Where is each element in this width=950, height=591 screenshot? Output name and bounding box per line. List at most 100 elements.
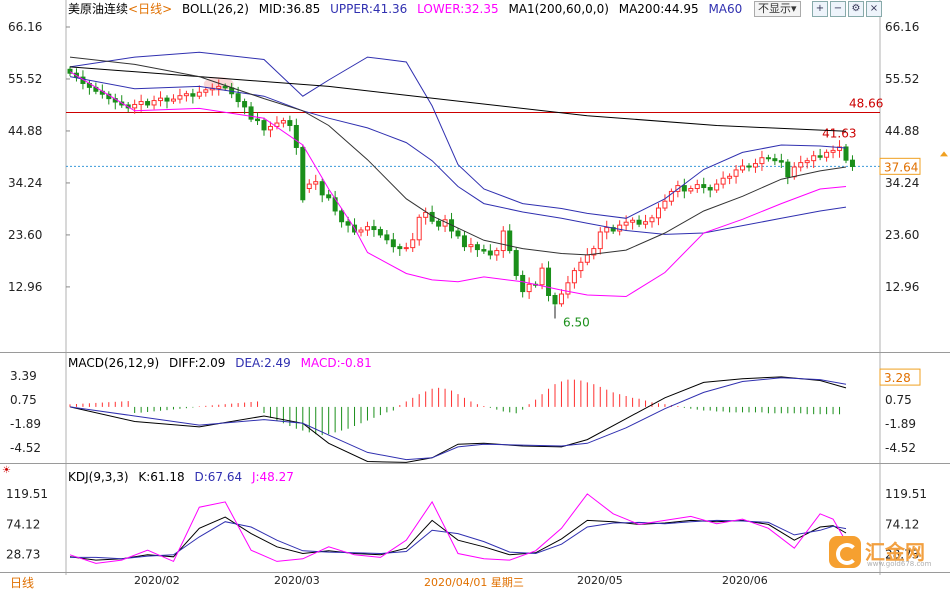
series-ma60-line bbox=[69, 56, 847, 256]
period-tab[interactable]: 日线 bbox=[10, 576, 35, 590]
candle bbox=[662, 200, 668, 209]
candle bbox=[461, 235, 467, 248]
boll-mid-value: MID:36.85 bbox=[258, 2, 321, 16]
candle bbox=[591, 248, 597, 256]
period-label[interactable]: <日线> bbox=[128, 2, 173, 16]
series-lower-line bbox=[69, 71, 847, 298]
candle bbox=[655, 207, 661, 219]
candle bbox=[539, 267, 545, 286]
series-d-line bbox=[70, 519, 847, 560]
candle bbox=[837, 146, 843, 151]
ma-legend-label[interactable]: MA1(200,60,0,0) bbox=[508, 2, 609, 16]
current-price-label: 37.64 bbox=[884, 160, 918, 174]
candle bbox=[164, 97, 170, 102]
y-tick-label-left: 34.24 bbox=[8, 176, 42, 190]
candle bbox=[358, 229, 364, 233]
candle bbox=[520, 274, 526, 293]
date-label-feb: 2020/02 bbox=[134, 574, 180, 587]
kdj-y-tick-label-right: 119.51 bbox=[885, 487, 927, 501]
candle bbox=[455, 230, 461, 237]
candle bbox=[423, 211, 429, 218]
zoom-in-icon[interactable]: + bbox=[812, 1, 828, 17]
kdj-k-value: K:61.18 bbox=[138, 470, 185, 484]
candle bbox=[468, 244, 474, 248]
gold678-logo-icon-inner bbox=[836, 543, 858, 565]
boll-legend-label[interactable]: BOLL(26,2) bbox=[181, 2, 249, 16]
candle bbox=[597, 231, 603, 250]
candle bbox=[630, 219, 636, 223]
macd-y-tick-label-right: 0.75 bbox=[885, 393, 912, 407]
settings-icon[interactable]: ⚙ bbox=[848, 1, 864, 17]
series-upper-line bbox=[69, 51, 847, 219]
main-panel: 66.16 66.16 55.52 55.52 44.88 44.88 34.24 34.24… bbox=[8, 20, 948, 329]
candle bbox=[235, 93, 241, 103]
candle bbox=[397, 246, 403, 250]
candle bbox=[552, 294, 558, 305]
candle bbox=[416, 216, 422, 241]
candle bbox=[410, 239, 416, 249]
candle bbox=[196, 91, 202, 97]
candle bbox=[571, 270, 577, 284]
high-price-label: 41.63 bbox=[822, 127, 856, 141]
price-up-arrow-icon bbox=[940, 151, 948, 157]
macd-dea-value: DEA:2.49 bbox=[235, 356, 291, 370]
candle bbox=[714, 183, 720, 191]
candle bbox=[558, 293, 564, 305]
candle bbox=[145, 101, 151, 106]
candle bbox=[319, 181, 325, 196]
watermark-url: www.gold678.com bbox=[867, 560, 932, 568]
ma60-value: MA60 bbox=[708, 2, 743, 16]
candle bbox=[67, 68, 73, 74]
y-tick-label-right: 34.24 bbox=[885, 176, 919, 190]
candle bbox=[216, 85, 222, 89]
cursor-date-label: 2020/04/01 星期三 bbox=[424, 576, 524, 589]
zoom-out-icon[interactable]: − bbox=[830, 1, 846, 17]
candle bbox=[798, 162, 804, 168]
candle bbox=[546, 267, 552, 296]
candle bbox=[474, 244, 480, 251]
candle bbox=[804, 160, 810, 164]
macd-legend-label[interactable]: MACD(26,12,9) bbox=[68, 356, 160, 370]
candle bbox=[604, 227, 610, 233]
macd-diff-value: DIFF:2.09 bbox=[168, 356, 226, 370]
symbol-name: 美原油连续 bbox=[68, 2, 129, 16]
candle bbox=[313, 181, 319, 185]
candle bbox=[817, 155, 823, 158]
candle bbox=[267, 125, 273, 131]
candle bbox=[248, 106, 254, 120]
candle bbox=[643, 221, 649, 225]
candle bbox=[190, 93, 196, 97]
candle bbox=[371, 226, 377, 231]
candle bbox=[132, 103, 138, 109]
date-label-jun: 2020/06 bbox=[722, 574, 768, 587]
candle bbox=[707, 187, 713, 191]
hide-indicator-dropdown[interactable]: 不显示▾ bbox=[754, 1, 801, 17]
close-icon[interactable]: × bbox=[866, 1, 882, 17]
ma200-value: MA200:44.95 bbox=[618, 2, 699, 16]
candle bbox=[824, 151, 830, 158]
macd-legend: MACD(26,12,9) DIFF:2.09 DEA:2.49 MACD:-0… bbox=[68, 356, 378, 370]
candle bbox=[720, 177, 726, 185]
crosshair-icon[interactable]: ☀ bbox=[2, 465, 11, 476]
candle bbox=[623, 221, 629, 226]
candle bbox=[242, 101, 248, 108]
main-legend: 美原油连续<日线> BOLL(26,2) MID:36.85 UPPER:41.… bbox=[68, 2, 748, 16]
y-tick-label-left: 12.96 bbox=[8, 280, 42, 294]
macd-y-tick-label-right: -1.89 bbox=[885, 417, 916, 431]
candle bbox=[390, 239, 396, 248]
y-tick-label-right: 12.96 bbox=[885, 280, 919, 294]
macd-y-tick-label-right: -4.52 bbox=[885, 441, 916, 455]
candle bbox=[138, 101, 144, 105]
candle bbox=[578, 261, 584, 272]
kdj-legend-label[interactable]: KDJ(9,3,3) bbox=[68, 470, 129, 484]
macd-hist-value: MACD:-0.81 bbox=[300, 356, 372, 370]
candle bbox=[436, 220, 442, 227]
candle bbox=[487, 250, 493, 256]
candle bbox=[513, 250, 519, 276]
candle bbox=[222, 85, 228, 89]
kdj-y-tick-label-left: 74.12 bbox=[6, 517, 40, 531]
macd-y-tick-label-left: -4.52 bbox=[10, 441, 41, 455]
y-tick-label-left: 66.16 bbox=[8, 20, 42, 34]
candle bbox=[332, 197, 338, 212]
